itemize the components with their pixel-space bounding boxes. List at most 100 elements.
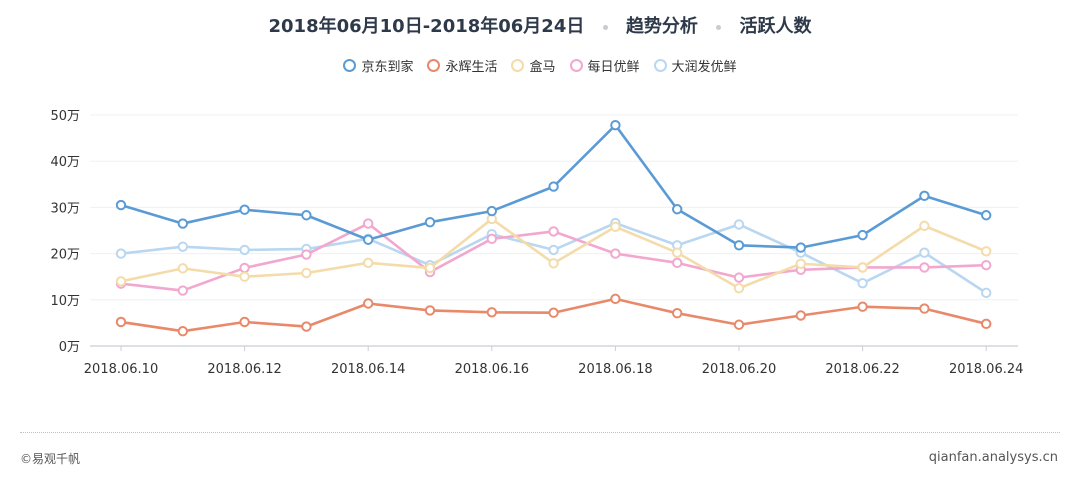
series-3 xyxy=(115,213,992,294)
data-point xyxy=(177,326,189,337)
data-point xyxy=(115,248,127,259)
data-point xyxy=(424,262,436,274)
title-separator xyxy=(716,24,722,30)
data-point xyxy=(239,262,250,274)
data-point xyxy=(733,219,745,230)
data-point xyxy=(981,246,992,257)
data-point xyxy=(672,307,683,319)
data-point xyxy=(301,267,312,279)
x-tick-label: 2018.06.14 xyxy=(331,362,405,377)
legend-marker-icon xyxy=(511,59,525,72)
legend-label: 盒马 xyxy=(529,60,556,75)
data-point xyxy=(177,263,189,274)
y-tick-label: 40万 xyxy=(50,155,80,170)
data-point xyxy=(857,262,868,273)
data-point xyxy=(795,258,806,269)
data-point xyxy=(301,321,312,332)
series-4 xyxy=(115,218,992,296)
data-point xyxy=(795,242,806,253)
data-point xyxy=(610,119,621,131)
data-point xyxy=(363,234,374,245)
legend-item[interactable]: 永辉生活 xyxy=(427,56,497,75)
legend-marker-icon xyxy=(427,59,441,72)
legend-item[interactable]: 每日优鲜 xyxy=(569,56,640,75)
data-point xyxy=(363,298,374,309)
section-title: 趋势分析 xyxy=(625,16,698,37)
x-tick-label: 2018.06.16 xyxy=(455,362,529,377)
data-point xyxy=(733,283,745,294)
data-point xyxy=(239,271,250,282)
data-point xyxy=(795,310,806,321)
data-point xyxy=(733,272,745,283)
series-1 xyxy=(115,119,992,253)
legend-item[interactable]: 盒马 xyxy=(511,56,556,75)
data-point xyxy=(424,216,436,228)
data-point xyxy=(919,190,930,202)
data-point xyxy=(610,221,621,233)
data-point xyxy=(548,244,559,256)
data-point xyxy=(363,218,374,229)
y-tick-label: 30万 xyxy=(50,201,80,216)
x-tick-label: 2018.06.10 xyxy=(84,362,158,377)
data-point xyxy=(301,210,312,221)
x-tick-label: 2018.06.12 xyxy=(207,362,281,377)
data-point xyxy=(486,307,497,318)
data-point xyxy=(548,307,559,318)
chart-legend: 京东到家 永辉生活 盒马 每日优鲜 大润发优鲜 xyxy=(0,56,1080,75)
data-point xyxy=(919,262,930,273)
data-point xyxy=(177,241,189,252)
legend-item[interactable]: 大润发优鲜 xyxy=(653,56,737,75)
legend-marker-icon xyxy=(569,59,583,72)
data-point xyxy=(301,249,312,260)
data-point xyxy=(363,257,374,269)
data-point xyxy=(857,301,868,312)
x-tick-label: 2018.06.18 xyxy=(578,362,652,377)
data-point xyxy=(981,287,992,299)
series-2 xyxy=(115,293,992,337)
data-point xyxy=(672,204,683,215)
line-chart: 0万 10万 20万 30万 40万 50万 2018.06.10 2018.06.12 201… xyxy=(50,109,1023,377)
footer-divider xyxy=(20,432,1060,433)
data-point xyxy=(239,204,250,215)
date-range: 2018年06月10日-2018年06月24日 xyxy=(268,16,585,37)
data-point xyxy=(919,220,930,232)
data-point xyxy=(610,248,621,259)
legend-marker-icon xyxy=(343,59,357,72)
data-point xyxy=(981,318,992,330)
metric-title: 活跃人数 xyxy=(739,16,812,37)
data-point xyxy=(919,247,930,258)
data-point xyxy=(733,319,745,330)
x-tick-label: 2018.06.22 xyxy=(825,362,899,377)
chart-title: 2018年06月10日-2018年06月24日 趋势分析 活跃人数 xyxy=(0,12,1080,38)
y-tick-label: 50万 xyxy=(50,109,80,124)
y-tick-label: 0万 xyxy=(59,340,80,355)
data-point xyxy=(672,257,683,269)
data-point xyxy=(548,181,559,192)
data-point xyxy=(548,258,559,269)
data-point xyxy=(981,259,992,271)
legend-label: 京东到家 xyxy=(361,60,414,75)
data-point xyxy=(610,293,621,305)
data-point xyxy=(672,247,683,258)
x-tick-label: 2018.06.24 xyxy=(949,362,1023,377)
data-point xyxy=(857,229,868,241)
data-point xyxy=(548,226,559,237)
data-point xyxy=(115,276,127,287)
legend-marker-icon xyxy=(653,59,667,72)
data-point xyxy=(486,233,497,245)
data-point xyxy=(733,240,745,251)
site-url: qianfan.analysys.cn xyxy=(928,450,1058,465)
data-point xyxy=(239,316,250,328)
legend-label: 永辉生活 xyxy=(445,60,498,75)
data-point xyxy=(115,199,127,211)
legend-item[interactable]: 京东到家 xyxy=(343,56,413,75)
data-point xyxy=(486,205,497,217)
data-point xyxy=(177,285,189,296)
legend-label: 每日优鲜 xyxy=(587,60,640,75)
y-tick-label: 10万 xyxy=(50,294,80,309)
x-tick-label: 2018.06.20 xyxy=(702,362,776,377)
copyright-text: ©易观千帆 xyxy=(20,452,81,466)
title-separator xyxy=(602,24,608,30)
y-tick-label: 20万 xyxy=(50,248,80,263)
legend-label: 大润发优鲜 xyxy=(671,60,737,75)
